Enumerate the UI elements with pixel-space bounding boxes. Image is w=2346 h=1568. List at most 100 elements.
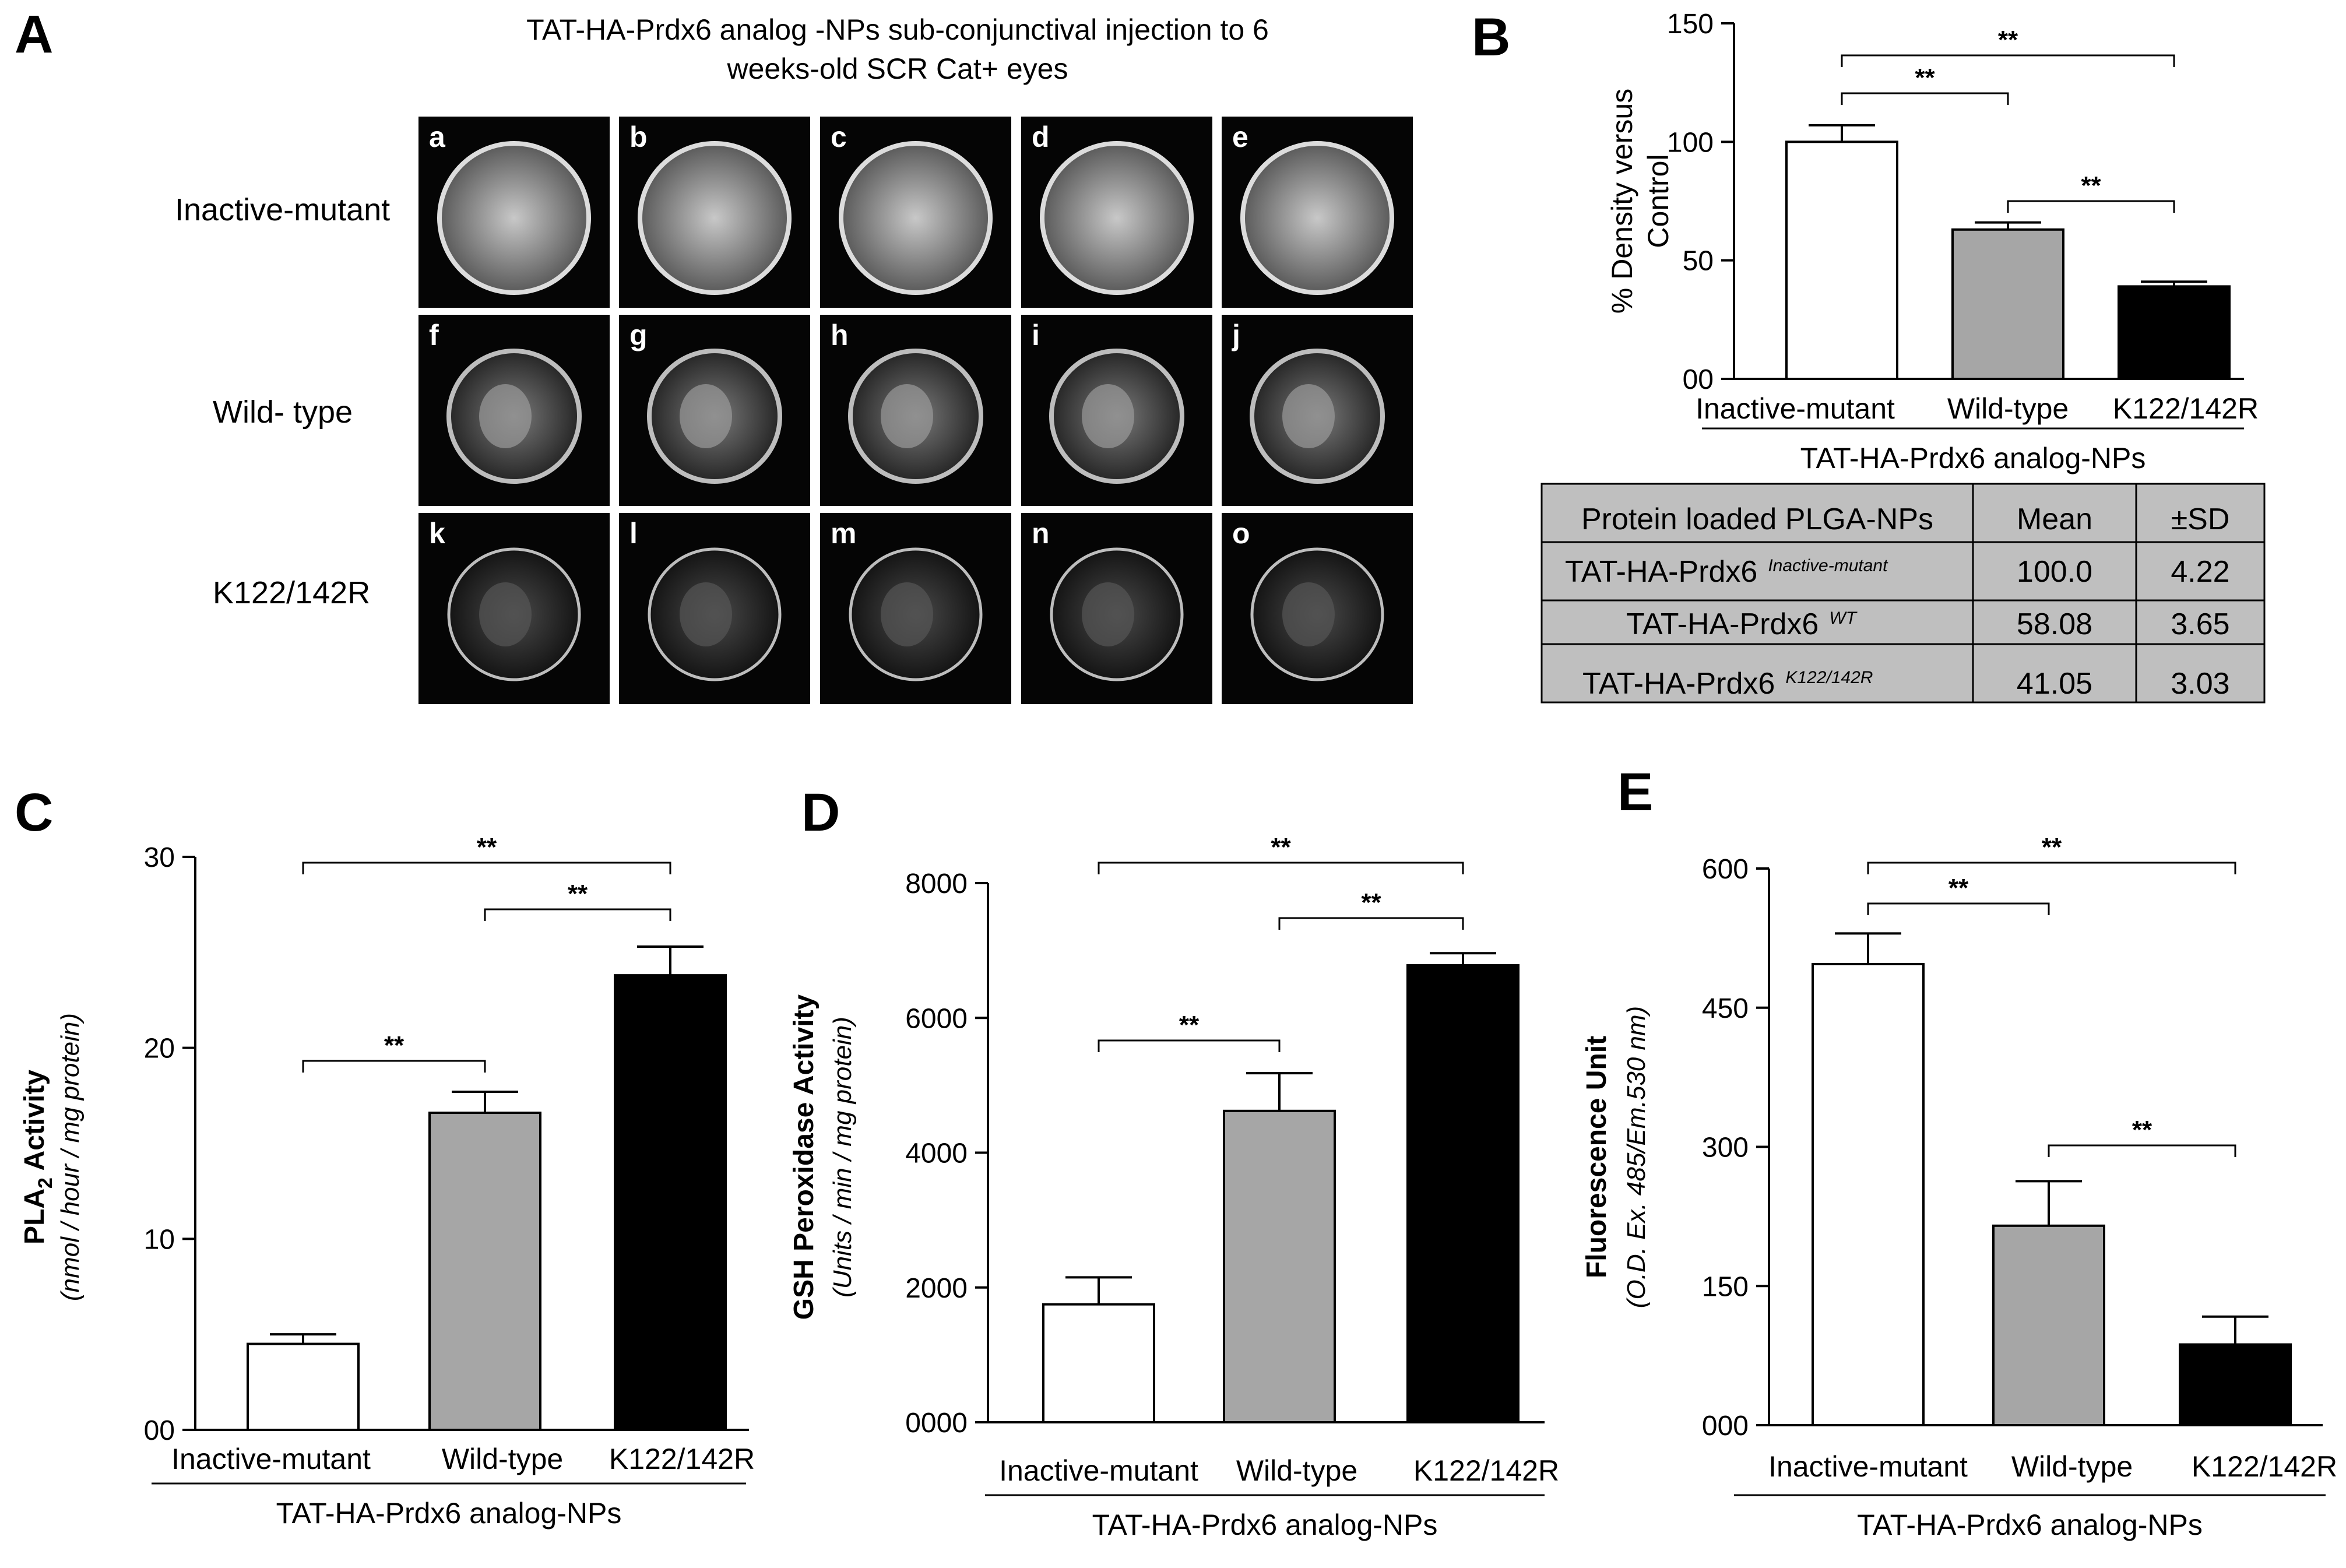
category-label: Wild-type — [1947, 392, 2069, 425]
y-axis-label-b: % Density versus Control — [1606, 89, 1675, 314]
y-tick-label: 30 — [144, 842, 175, 873]
category-label: Wild-type — [2011, 1450, 2133, 1483]
eye-photo-grid: a b c d e f g h i j k l m n o — [418, 117, 1413, 704]
lens-rim-j — [1250, 349, 1385, 484]
y-axis-label-c: PLA2 Activity — [19, 1070, 57, 1244]
y-tick-label: 150 — [1702, 1271, 1749, 1302]
panel-a-title-line1: TAT-HA-Prdx6 analog -NPs sub-conjunctiva… — [526, 13, 1269, 46]
y-tick-label: 8000 — [905, 869, 968, 899]
lens-rim-f — [446, 349, 582, 484]
y-axis-label-line1: % Density versus — [1606, 89, 1638, 314]
table-row-1-sd: 4.22 — [2171, 555, 2229, 589]
table-row-2-sd: 3.65 — [2171, 607, 2229, 641]
row-label-inactive: Inactive-mutant — [175, 192, 390, 227]
significance-label: ** — [2042, 833, 2062, 862]
significance-label: ** — [384, 1031, 405, 1060]
photo-letter-d: d — [1032, 121, 1050, 153]
lens-rim-b — [638, 141, 792, 295]
cataract-opacity-l — [680, 582, 732, 646]
lens-rim-l — [648, 547, 782, 681]
table-header-sd: ±SD — [2171, 502, 2230, 536]
lens-rim-g — [647, 349, 782, 484]
density-table: Protein loaded PLGA-NPs Mean ±SD TAT-HA-… — [1540, 483, 2266, 704]
table-row-3-mean: 41.05 — [2017, 667, 2092, 701]
lens-c — [841, 143, 990, 293]
lens-rim-h — [848, 349, 983, 484]
cataract-opacity-h — [881, 384, 933, 448]
y-tick-label: 00 — [1683, 364, 1714, 395]
y-axis-label-main2: Activity — [19, 1070, 50, 1177]
y-tick-label: 450 — [1702, 993, 1749, 1024]
lens-rim-a — [437, 141, 591, 295]
category-label: Inactive-mutant — [171, 1443, 371, 1475]
table-row-2-mean: 58.08 — [2017, 607, 2092, 641]
significance-bracket — [1098, 862, 1464, 874]
category-label: Inactive-mutant — [1696, 392, 1895, 425]
category-label: Inactive-mutant — [999, 1454, 1198, 1487]
bar-inactive-mutant — [1785, 140, 1898, 380]
panel-e: E 000 150 300 450 600 Inactive-mutant Wild-typ… — [1581, 762, 2337, 1541]
y-tick-label: 4000 — [905, 1138, 968, 1169]
lens-rim-c — [839, 141, 993, 295]
significance-label: ** — [1948, 874, 1969, 902]
y-tick-label: 00 — [144, 1415, 175, 1446]
panel-b: B 00 50 100 150 Inactive-mutant Wild-type K122… — [1472, 8, 2259, 474]
lens-rim-n — [1050, 547, 1184, 681]
photo-letter-a: a — [429, 121, 446, 153]
photo-letter-m: m — [831, 517, 856, 550]
cataract-opacity-i — [1082, 384, 1134, 448]
bar-k122-142r — [2118, 285, 2231, 380]
y-tick-label: 150 — [1667, 9, 1714, 40]
bar-inactive-mutant — [247, 1342, 360, 1432]
table-background — [1542, 484, 2264, 702]
y-tick-label: 600 — [1702, 854, 1749, 885]
bar-wild-type — [1992, 1224, 2105, 1427]
category-label: K122/142R — [2113, 392, 2259, 425]
lens-d — [1042, 143, 1191, 293]
y-axis-units-d: (Units / min / mg protein) — [828, 1017, 857, 1298]
photo-letter-h: h — [831, 319, 849, 351]
bar-k122-142r — [614, 974, 727, 1431]
cataract-opacity-k — [479, 582, 532, 646]
row-label-wildtype: Wild- type — [213, 395, 353, 430]
table-row-3-sd: 3.03 — [2171, 667, 2229, 701]
category-label: Inactive-mutant — [1768, 1450, 1968, 1483]
table-header-protein: Protein loaded PLGA-NPs — [1581, 502, 1933, 536]
significance-bracket — [1867, 862, 2236, 874]
panel-a-title-line2: weeks-old SCR Cat+ eyes — [727, 52, 1068, 85]
photo-letter-b: b — [629, 121, 648, 153]
cataract-opacity-m — [881, 582, 933, 646]
bar-inactive-mutant — [1042, 1303, 1155, 1423]
cataract-opacity-o — [1282, 582, 1335, 646]
lens-rim-m — [849, 547, 983, 681]
group-label: TAT-HA-Prdx6 analog-NPs — [1800, 442, 2146, 474]
y-axis-label-subscript: 2 — [34, 1177, 57, 1189]
bar-wild-type — [428, 1112, 541, 1432]
category-label: K122/142R — [1413, 1454, 1559, 1487]
lens-rim-d — [1040, 141, 1194, 295]
lens-rim-i — [1049, 349, 1184, 484]
significance-bracket — [2007, 200, 2175, 213]
chart-c: 00 10 20 30 Inactive-mutant Wild-type K122/142… — [19, 833, 755, 1530]
y-tick-label: 100 — [1667, 127, 1714, 158]
table-border — [1540, 483, 2266, 704]
significance-label: ** — [477, 833, 497, 862]
significance-bracket — [1841, 54, 2175, 67]
y-tick-label: 10 — [144, 1224, 175, 1255]
photo-letter-o: o — [1232, 517, 1250, 550]
lens-rim-o — [1250, 547, 1384, 681]
table-row-1-name: TAT-HA-Prdx6 Inactive-mutant — [1565, 555, 1888, 589]
table-row-2-variant: WT — [1829, 609, 1858, 628]
category-label: K122/142R — [609, 1443, 755, 1475]
y-axis-units-c: (nmol / hour / mg protein) — [56, 1013, 85, 1301]
significance-bracket — [1867, 902, 2050, 915]
chart-e: 000 150 300 450 600 Inactive-mutant Wild-type K… — [1581, 833, 2337, 1541]
y-axis-units-e: (O.D. Ex. 485/Em.530 nm) — [1622, 1006, 1651, 1308]
table-row-1-mean: 100.0 — [2017, 555, 2092, 589]
photo-letter-n: n — [1032, 517, 1050, 550]
significance-bracket — [1841, 92, 2009, 105]
cataract-opacity-j — [1282, 384, 1335, 448]
bar-wild-type — [1951, 228, 2064, 380]
y-tick-label: 300 — [1702, 1133, 1749, 1163]
cataract-opacity-g — [680, 384, 732, 448]
